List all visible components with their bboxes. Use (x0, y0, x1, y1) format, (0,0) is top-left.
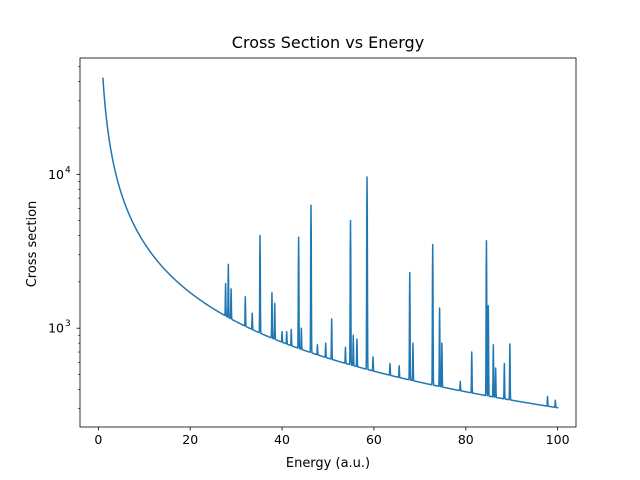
x-tick-label: 0 (94, 432, 102, 447)
x-axis-label: Energy (a.u.) (286, 456, 370, 471)
y-tick-label: 10 (48, 167, 64, 182)
chart-title: Cross Section vs Energy (232, 33, 424, 52)
x-tick-label: 40 (274, 432, 290, 447)
x-tick-label: 20 (182, 432, 198, 447)
y-tick-label-exponent: 4 (65, 165, 71, 175)
axes-frame (79, 57, 577, 428)
x-tick-label: 80 (458, 432, 474, 447)
x-tick-label: 100 (546, 432, 570, 447)
plot-area (79, 57, 577, 428)
series-line (102, 77, 559, 409)
x-axis: 0 20 40 60 80 100 (94, 427, 570, 447)
y-axis-label: Cross section (25, 201, 40, 288)
y-tick-label: 10 (48, 321, 64, 336)
x-tick-label: 60 (366, 432, 382, 447)
y-tick-label-exponent: 3 (65, 319, 71, 329)
